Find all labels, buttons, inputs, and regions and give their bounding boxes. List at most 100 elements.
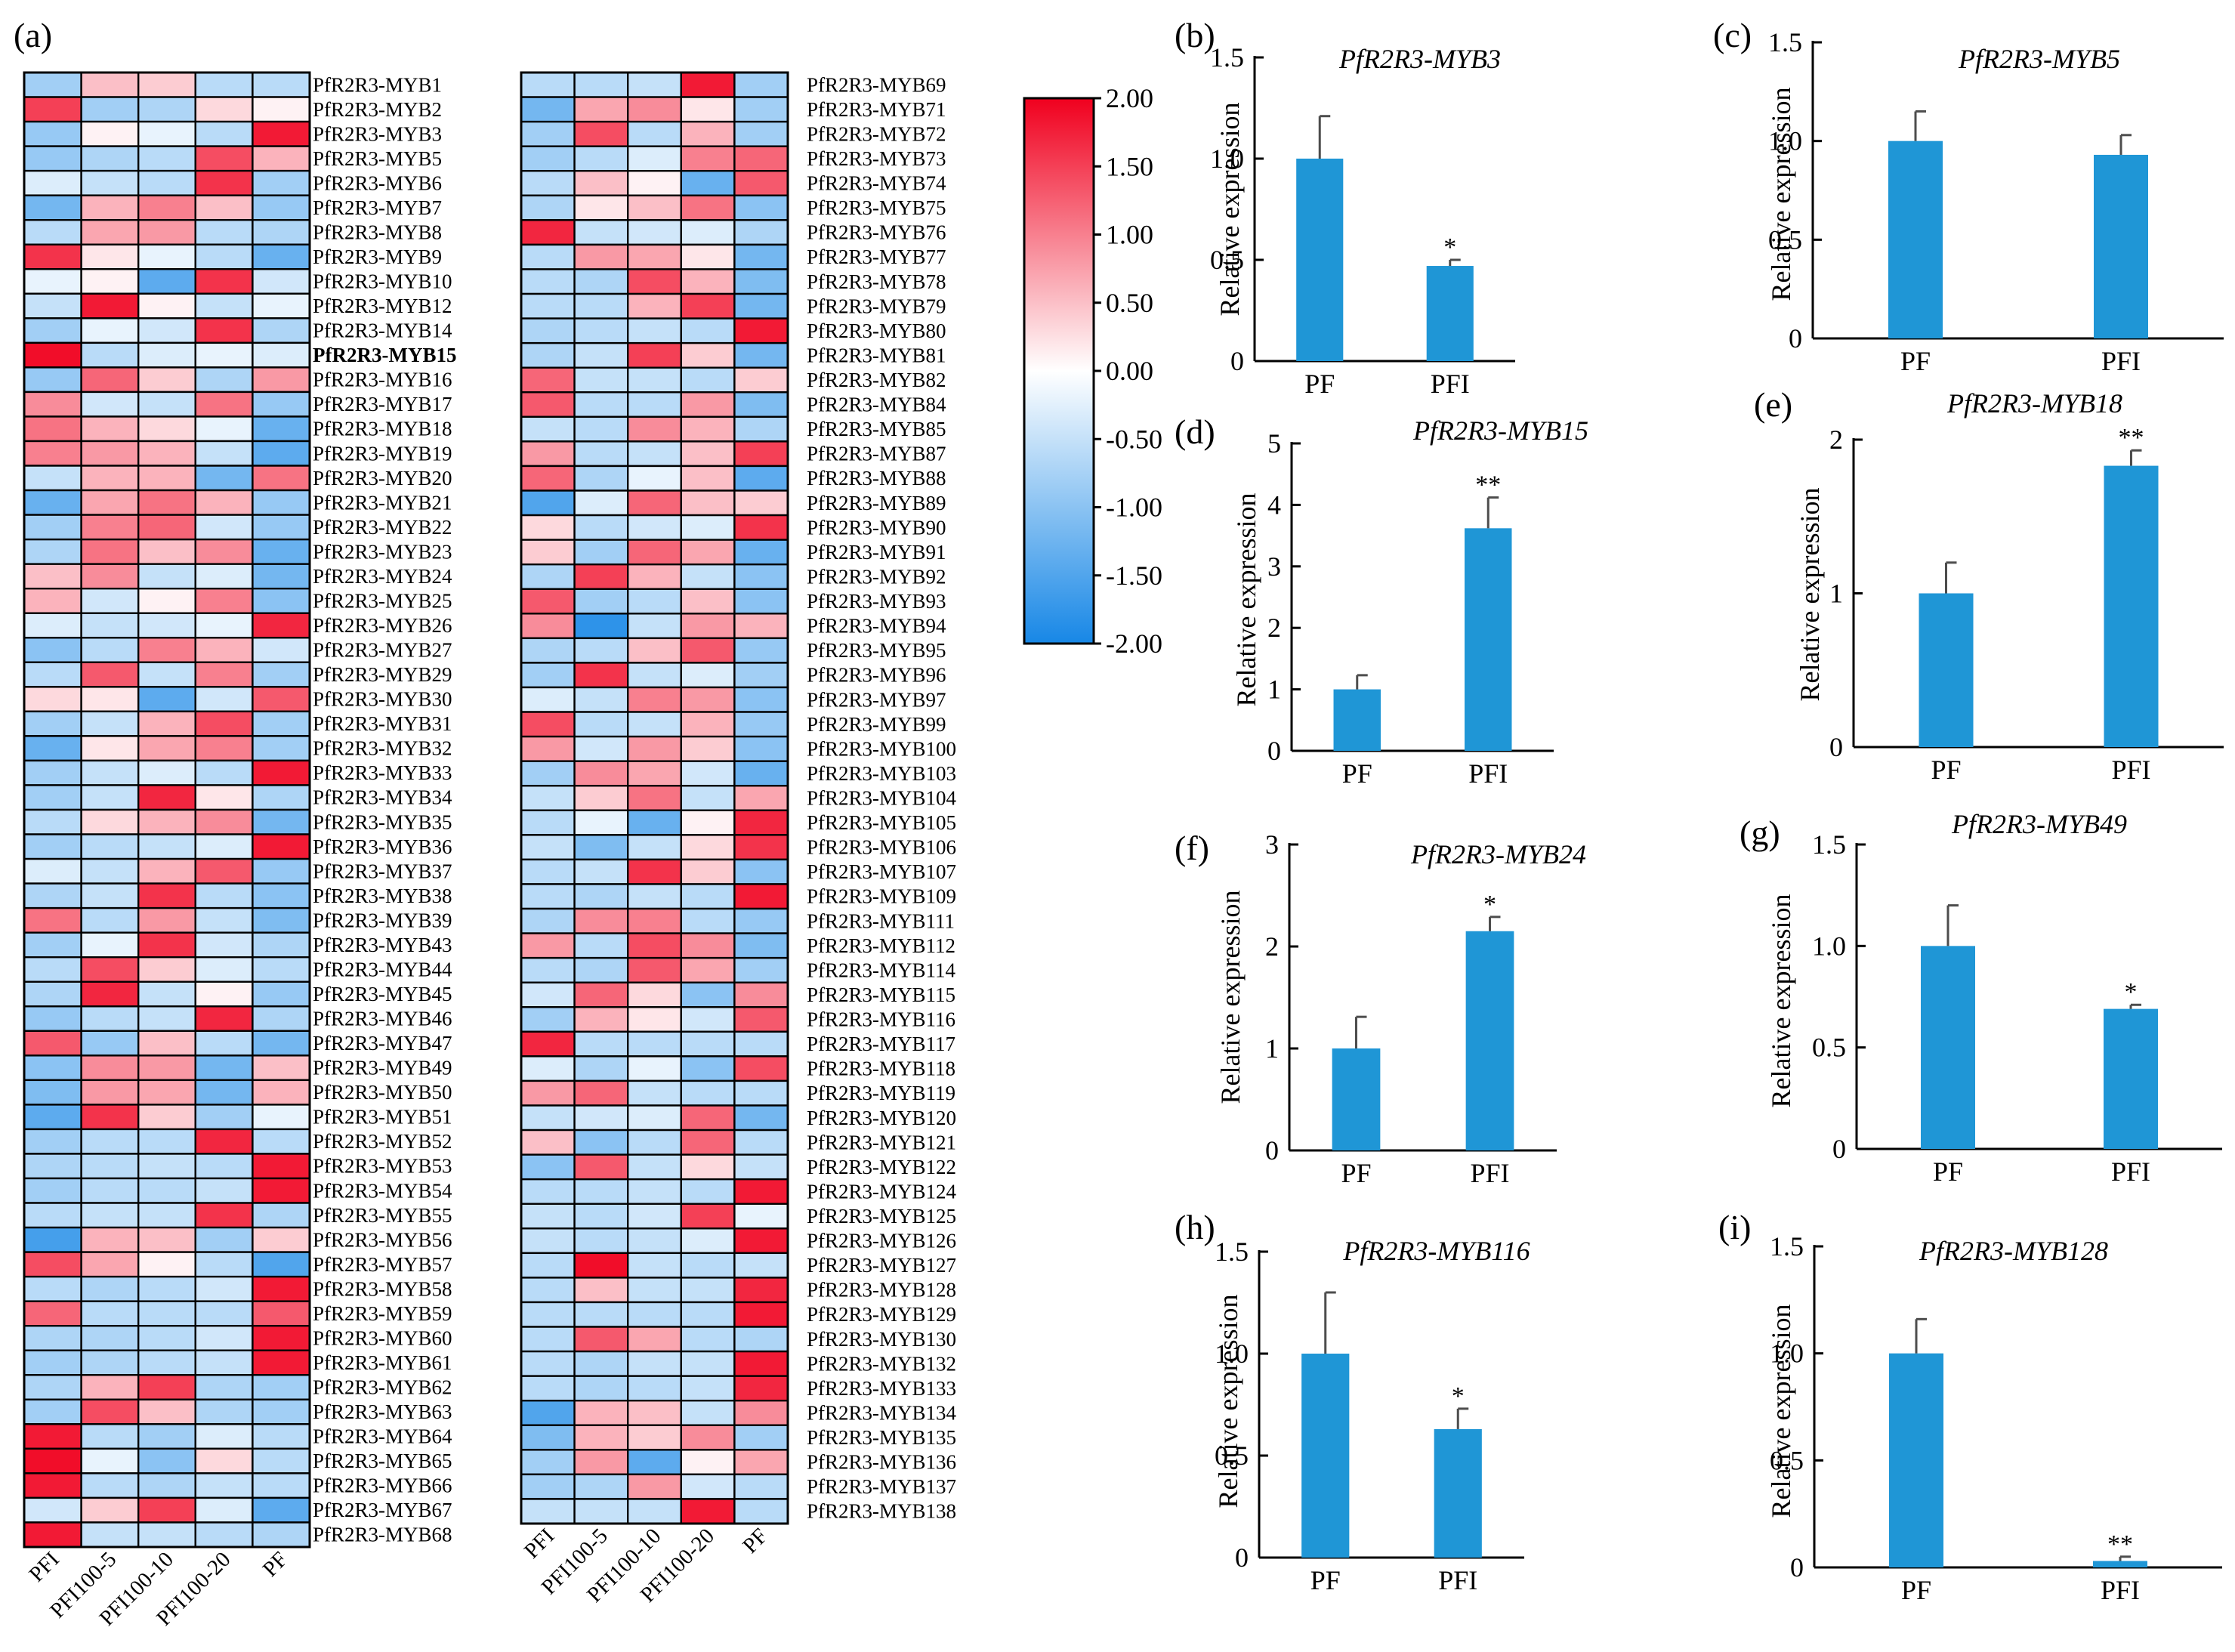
heatmap-cell <box>194 857 254 885</box>
heatmap-cell <box>680 1400 736 1426</box>
row-label: PfR2R3-MYB38 <box>313 885 452 907</box>
heatmap-cell <box>194 563 254 590</box>
heatmap-cell <box>80 1300 140 1327</box>
heatmap-cell <box>23 1104 82 1131</box>
heatmap-cell <box>627 341 683 369</box>
heatmap-cell <box>23 415 82 443</box>
row-label: PfR2R3-MYB61 <box>313 1351 452 1374</box>
heatmap-cell <box>573 1006 629 1033</box>
heatmap-cell <box>733 785 789 811</box>
y-tick-label: 2 <box>1267 613 1281 643</box>
heatmap-cell <box>627 1153 683 1181</box>
heatmap-cell <box>627 1277 683 1304</box>
heatmap-cell <box>573 662 629 689</box>
heatmap-cell <box>733 686 789 713</box>
heatmap-cell <box>520 341 576 369</box>
heatmap-cell <box>80 268 140 295</box>
row-label: PfR2R3-MYB22 <box>313 516 452 539</box>
row-label: PfR2R3-MYB74 <box>807 172 946 195</box>
heatmap-cell <box>252 292 311 320</box>
heatmap-cell <box>252 1030 311 1057</box>
heatmap-cell <box>573 1424 629 1451</box>
heatmap-cell <box>627 243 683 270</box>
heatmap-cell <box>680 415 736 443</box>
y-tick-label: 0.5 <box>1812 1033 1846 1063</box>
heatmap-cell <box>573 1350 629 1377</box>
heatmap-cell <box>627 1473 683 1500</box>
heatmap-cell <box>520 268 576 295</box>
heatmap-cell <box>23 1324 82 1351</box>
heatmap-cell <box>194 514 254 541</box>
heatmap-cell <box>680 1498 736 1525</box>
row-label: PfR2R3-MYB106 <box>807 836 956 859</box>
heatmap-cell <box>23 96 82 123</box>
row-label: PfR2R3-MYB2 <box>313 98 442 121</box>
heatmap-cell <box>573 243 629 270</box>
heatmap-cell <box>80 637 140 663</box>
heatmap-cell <box>733 292 789 320</box>
bar-panel-f: (f) PfR2R3-MYB24 Relative expression 0 1 2 3 PF… <box>1175 829 1586 1188</box>
row-label: PfR2R3-MYB71 <box>807 98 946 121</box>
bar <box>1332 1048 1381 1150</box>
row-label: PfR2R3-MYB29 <box>313 663 452 686</box>
heatmap-cell <box>194 243 254 270</box>
heatmap-cell <box>23 1423 82 1450</box>
heatmap-cell <box>733 1473 789 1500</box>
row-label: PfR2R3-MYB63 <box>313 1400 452 1423</box>
x-tick-label: PFI <box>2101 346 2141 376</box>
row-label: PfR2R3-MYB100 <box>807 737 956 760</box>
heatmap-cell <box>23 1496 82 1524</box>
heatmap-cell <box>627 932 683 959</box>
heatmap-cell <box>627 1424 683 1451</box>
heatmap-cell <box>573 760 629 787</box>
heatmap-cell <box>680 785 736 811</box>
heatmap-cell <box>252 1055 311 1082</box>
heatmap-cell <box>23 1177 82 1204</box>
bar <box>1465 931 1514 1150</box>
y-tick-label: 1.0 <box>1210 144 1244 174</box>
heatmap-cell <box>573 440 629 468</box>
heatmap-cell <box>520 834 576 861</box>
heatmap-cell <box>80 857 140 885</box>
row-label: PfR2R3-MYB82 <box>807 369 946 391</box>
heatmap-cell <box>194 1055 254 1082</box>
row-label: PfR2R3-MYB1 <box>313 73 442 96</box>
heatmap-cell <box>520 1178 576 1205</box>
heatmap-cell <box>573 1400 629 1426</box>
heatmap-cell <box>627 1178 683 1205</box>
heatmap-cell <box>573 1449 629 1476</box>
heatmap-cell <box>252 735 311 762</box>
heatmap-cell <box>573 858 629 885</box>
heatmap-cell <box>680 243 736 270</box>
heatmap-cell <box>137 169 196 196</box>
heatmap-cell <box>680 1079 736 1107</box>
x-tick-label: PF <box>1901 1575 1931 1605</box>
heatmap-cell <box>573 1473 629 1500</box>
row-label: PfR2R3-MYB121 <box>807 1131 956 1153</box>
heatmap-cell <box>520 219 576 246</box>
heatmap-cell <box>23 1030 82 1057</box>
y-axis-label: Relative expression <box>1766 894 1796 1108</box>
heatmap-cell <box>520 1104 576 1132</box>
heatmap-cell <box>627 219 683 246</box>
heatmap-cell <box>520 637 576 664</box>
heatmap-cell <box>733 1424 789 1451</box>
heatmap-cell <box>252 341 311 369</box>
heatmap-cell <box>137 415 196 443</box>
heatmap-cell <box>194 1324 254 1351</box>
heatmap-cell <box>520 243 576 270</box>
heatmap-cell <box>137 906 196 934</box>
panel-title: PfR2R3-MYB18 <box>1946 388 2122 418</box>
heatmap-cell <box>252 588 311 614</box>
heatmap-cell <box>573 219 629 246</box>
heatmap-cell <box>80 710 140 737</box>
heatmap-cell <box>680 440 736 468</box>
heatmap-cell <box>194 366 254 394</box>
heatmap-cell <box>252 317 311 344</box>
heatmap-cell <box>137 1202 196 1229</box>
panel-title: PfR2R3-MYB24 <box>1410 839 1586 869</box>
heatmap-cell <box>80 1055 140 1082</box>
heatmap-cell <box>680 1449 736 1476</box>
heatmap-cell <box>680 662 736 689</box>
heatmap-cell <box>23 661 82 688</box>
